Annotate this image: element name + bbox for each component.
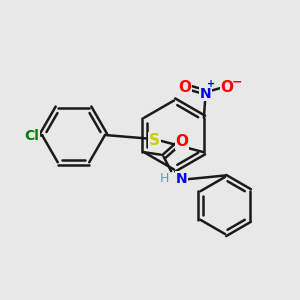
Text: N: N	[176, 172, 187, 186]
Text: O: O	[176, 134, 189, 149]
Text: H: H	[160, 172, 170, 185]
Text: O: O	[178, 80, 191, 95]
Text: −: −	[231, 75, 242, 88]
Text: N: N	[200, 87, 211, 101]
Text: +: +	[207, 79, 215, 89]
Text: S: S	[149, 133, 160, 148]
Text: Cl: Cl	[24, 130, 39, 143]
Text: O: O	[220, 80, 233, 95]
